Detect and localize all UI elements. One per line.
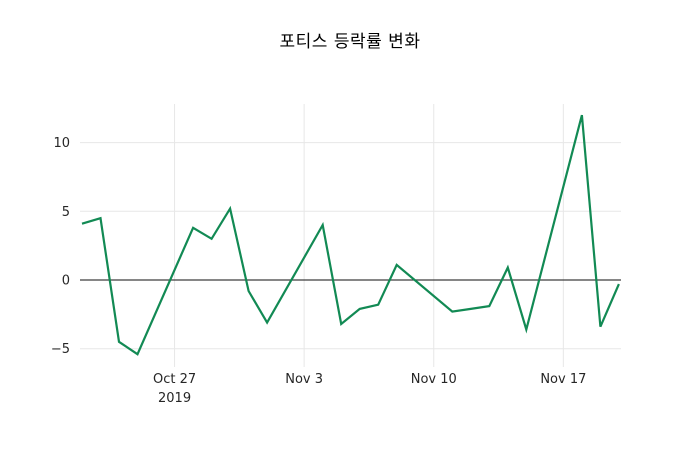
chart-title: 포티스 등락률 변화 (279, 32, 421, 52)
y-tick-label: 0 (62, 274, 70, 289)
y-axis-tick-labels: −5 0 5 10 (51, 136, 70, 357)
grid-lines (80, 104, 621, 367)
price-change-line (81, 114, 620, 356)
series-path (81, 114, 620, 356)
x-tick-label: Nov 10 (411, 372, 457, 387)
x-tick-label: Nov 17 (540, 372, 586, 387)
x-axis-tick-labels: Oct 27 2019 Nov 3 Nov 10 Nov 17 (153, 372, 586, 406)
x-axis-year-label: 2019 (158, 391, 191, 406)
x-tick-label: Nov 3 (285, 372, 323, 387)
y-tick-label: −5 (51, 342, 70, 357)
x-tick-label: Oct 27 (153, 372, 196, 387)
y-tick-label: 10 (53, 136, 70, 151)
y-tick-label: 5 (62, 205, 70, 220)
